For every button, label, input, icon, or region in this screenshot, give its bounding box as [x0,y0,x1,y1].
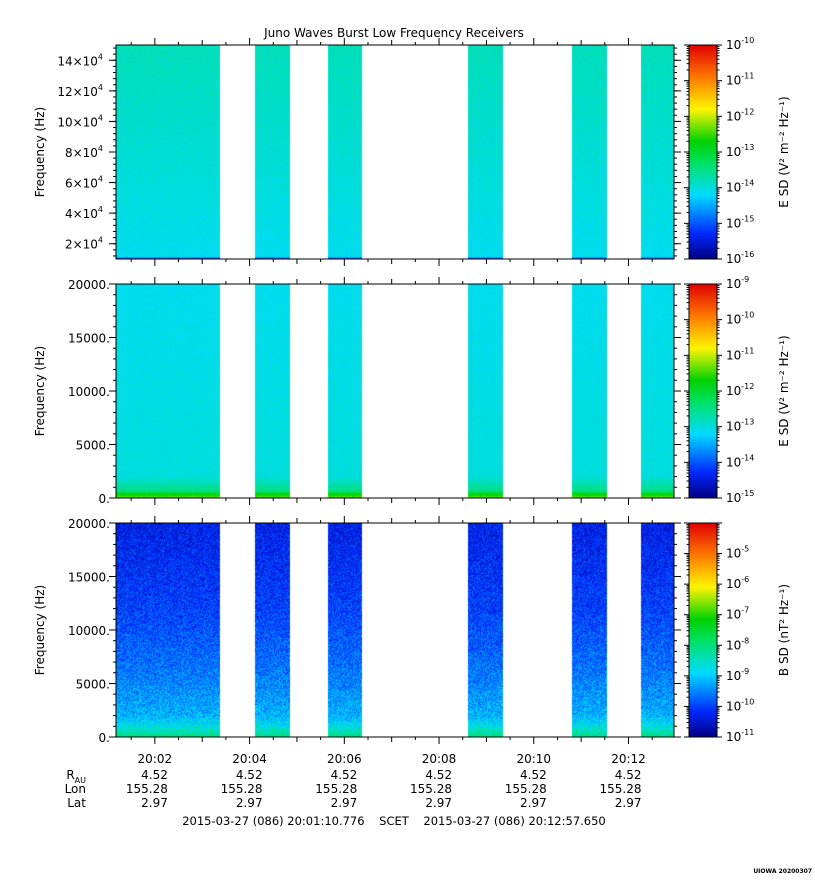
cbar-tick-label: 10-10 [726,697,754,713]
ephemeris-value: 2.97 [141,796,168,810]
ephemeris-value: 155.28 [315,782,357,796]
y-tick-label: 0. [99,492,110,506]
x-tick-label: 20:06 [327,752,362,766]
colorbar-lfr-b [689,523,717,737]
time-range-footer: 2015-03-27 (086) 20:01:10.776 SCET 2015-… [182,814,606,828]
y-tick-label: 2×104 [65,236,103,252]
cbar-tick-label: 10-13 [726,143,754,159]
y-tick-label: 15000. [68,332,110,346]
x-tick-label: 20:10 [516,752,551,766]
cbar-tick-label: 10-7 [726,606,749,622]
y-axis-label: Frequency (Hz) [33,585,47,676]
ephemeris-value: 155.28 [599,782,641,796]
ephemeris-value: 4.52 [425,768,452,782]
y-tick-label: 6×104 [65,175,103,191]
colorbar-frame-lfr-b [688,522,718,738]
cbar-tick-label: 10-14 [726,179,754,195]
cbar-tick-label: 10-11 [726,728,754,744]
ephemeris-value: 2.97 [615,796,642,810]
cbar-tick-label: 10-10 [726,36,754,52]
y-tick-label: 4×104 [65,205,103,221]
cbar-tick-label: 10-12 [726,107,754,123]
cbar-label: B SD (nT² Hz⁻¹) [777,584,791,676]
y-tick-label: 15000. [68,571,110,585]
cbar-tick-label: 10-8 [726,636,749,652]
y-axis-label: Frequency (Hz) [33,107,47,198]
ephemeris-value: 2.97 [520,796,547,810]
x-tick-label: 20:02 [138,752,173,766]
cbar-tick-label: 10-9 [726,667,749,683]
ephemeris-value: 155.28 [505,782,547,796]
ephemeris-value: 2.97 [425,796,452,810]
ephemeris-value: 4.52 [236,768,263,782]
x-tick-label: 20:08 [422,752,457,766]
y-tick-label: 8×104 [65,144,103,160]
spectrogram-lfr-b [116,523,674,737]
ephemeris-value: 4.52 [615,768,642,782]
cbar-tick-label: 10-14 [726,453,754,469]
cbar-tick-label: 10-16 [726,250,754,266]
cbar-tick-label: 10-9 [726,275,749,291]
y-tick-label: 10000. [68,385,110,399]
cbar-tick-label: 10-5 [726,545,749,561]
y-tick-label: 5000. [76,439,110,453]
ephemeris-label: Lat [67,796,86,810]
y-tick-label: 20000. [68,517,110,531]
spectrogram-lfr-e [116,284,674,498]
cbar-label: E SD (V² m⁻² Hz⁻¹) [777,96,791,207]
y-tick-label: 12×104 [57,83,103,99]
ephemeris-value: 4.52 [520,768,547,782]
ephemeris-value: 2.97 [331,796,358,810]
colorbar-hfr [689,45,717,259]
processing-stamp: UIOWA 20200307 [753,868,812,875]
y-tick-label: 10×104 [57,113,103,129]
ephemeris-value: 4.52 [331,768,358,782]
cbar-tick-label: 10-11 [726,72,754,88]
cbar-tick-label: 10-13 [726,418,754,434]
chart-title: Juno Waves Burst Low Frequency Receivers [263,26,524,40]
ephemeris-value: 155.28 [221,782,263,796]
x-tick-label: 20:04 [232,752,267,766]
ephemeris-value: 2.97 [236,796,263,810]
cbar-label: E SD (V² m⁻² Hz⁻¹) [777,335,791,446]
x-tick-label: 20:12 [611,752,646,766]
y-axis-label: Frequency (Hz) [33,346,47,437]
cbar-tick-label: 10-10 [726,311,754,327]
cbar-tick-label: 10-15 [726,489,754,505]
ephemeris-label: Lon [65,782,86,796]
ephemeris-label: RAU [66,768,86,785]
y-tick-label: 10000. [68,624,110,638]
cbar-tick-label: 10-12 [726,382,754,398]
y-tick-label: 20000. [68,278,110,292]
ephemeris-value: 4.52 [141,768,168,782]
ephemeris-value: 155.28 [126,782,168,796]
y-tick-label: 5000. [76,678,110,692]
cbar-tick-label: 10-11 [726,346,754,362]
y-tick-label: 0. [99,731,110,745]
cbar-tick-label: 10-6 [726,575,749,591]
spectrogram-hfr [116,45,674,259]
ephemeris-value: 155.28 [410,782,452,796]
y-tick-label: 14×104 [57,52,103,68]
colorbar-lfr-e [689,284,717,498]
cbar-tick-label: 10-15 [726,214,754,230]
